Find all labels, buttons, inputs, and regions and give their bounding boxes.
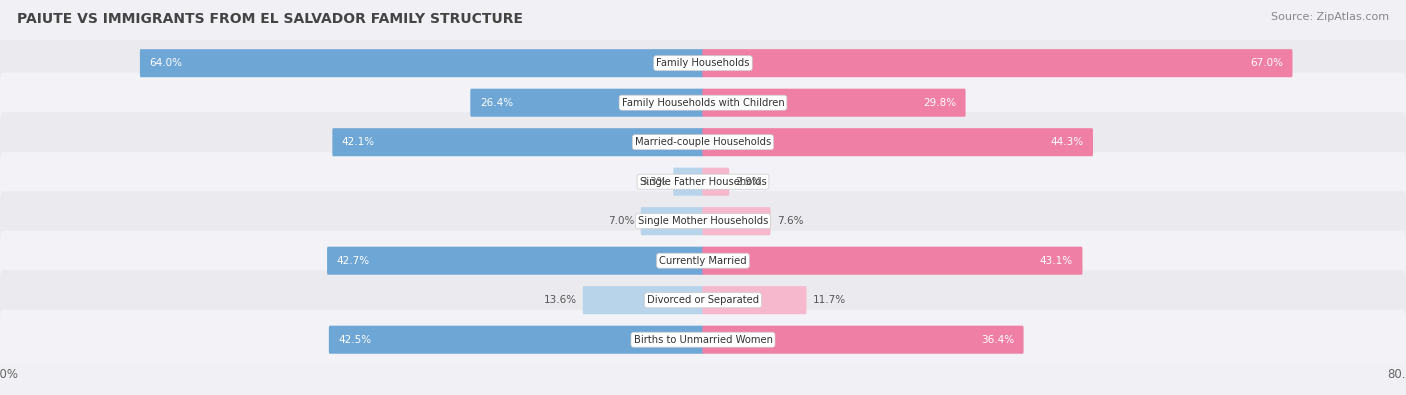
Text: 7.6%: 7.6% bbox=[778, 216, 803, 226]
FancyBboxPatch shape bbox=[703, 167, 730, 196]
FancyBboxPatch shape bbox=[0, 152, 1406, 212]
FancyBboxPatch shape bbox=[332, 128, 704, 156]
Text: Births to Unmarried Women: Births to Unmarried Women bbox=[634, 335, 772, 345]
Text: 64.0%: 64.0% bbox=[149, 58, 183, 68]
Text: 42.5%: 42.5% bbox=[339, 335, 371, 345]
Text: 29.8%: 29.8% bbox=[922, 98, 956, 108]
FancyBboxPatch shape bbox=[703, 49, 1292, 77]
Text: PAIUTE VS IMMIGRANTS FROM EL SALVADOR FAMILY STRUCTURE: PAIUTE VS IMMIGRANTS FROM EL SALVADOR FA… bbox=[17, 12, 523, 26]
Text: 2.9%: 2.9% bbox=[735, 177, 762, 187]
Text: Married-couple Households: Married-couple Households bbox=[636, 137, 770, 147]
FancyBboxPatch shape bbox=[0, 310, 1406, 370]
Text: Divorced or Separated: Divorced or Separated bbox=[647, 295, 759, 305]
Text: 11.7%: 11.7% bbox=[813, 295, 846, 305]
FancyBboxPatch shape bbox=[0, 33, 1406, 93]
FancyBboxPatch shape bbox=[329, 325, 704, 354]
Text: Source: ZipAtlas.com: Source: ZipAtlas.com bbox=[1271, 12, 1389, 22]
FancyBboxPatch shape bbox=[0, 112, 1406, 172]
Text: 43.1%: 43.1% bbox=[1040, 256, 1073, 266]
FancyBboxPatch shape bbox=[703, 128, 1092, 156]
Text: 13.6%: 13.6% bbox=[543, 295, 576, 305]
Text: 42.7%: 42.7% bbox=[336, 256, 370, 266]
FancyBboxPatch shape bbox=[141, 49, 704, 77]
Text: 44.3%: 44.3% bbox=[1050, 137, 1084, 147]
Text: 7.0%: 7.0% bbox=[607, 216, 634, 226]
FancyBboxPatch shape bbox=[0, 270, 1406, 330]
FancyBboxPatch shape bbox=[703, 207, 770, 235]
FancyBboxPatch shape bbox=[703, 286, 807, 314]
Text: Family Households with Children: Family Households with Children bbox=[621, 98, 785, 108]
FancyBboxPatch shape bbox=[673, 167, 704, 196]
Text: Currently Married: Currently Married bbox=[659, 256, 747, 266]
Text: Single Mother Households: Single Mother Households bbox=[638, 216, 768, 226]
Text: 42.1%: 42.1% bbox=[342, 137, 375, 147]
Text: 26.4%: 26.4% bbox=[479, 98, 513, 108]
FancyBboxPatch shape bbox=[0, 231, 1406, 291]
Text: 67.0%: 67.0% bbox=[1250, 58, 1282, 68]
Text: Single Father Households: Single Father Households bbox=[640, 177, 766, 187]
FancyBboxPatch shape bbox=[0, 73, 1406, 133]
FancyBboxPatch shape bbox=[0, 191, 1406, 251]
FancyBboxPatch shape bbox=[641, 207, 704, 235]
FancyBboxPatch shape bbox=[328, 246, 704, 275]
FancyBboxPatch shape bbox=[470, 89, 704, 117]
Text: Family Households: Family Households bbox=[657, 58, 749, 68]
FancyBboxPatch shape bbox=[703, 89, 966, 117]
FancyBboxPatch shape bbox=[583, 286, 704, 314]
FancyBboxPatch shape bbox=[703, 325, 1024, 354]
Text: 36.4%: 36.4% bbox=[981, 335, 1014, 345]
FancyBboxPatch shape bbox=[703, 246, 1083, 275]
Text: 3.3%: 3.3% bbox=[641, 177, 666, 187]
